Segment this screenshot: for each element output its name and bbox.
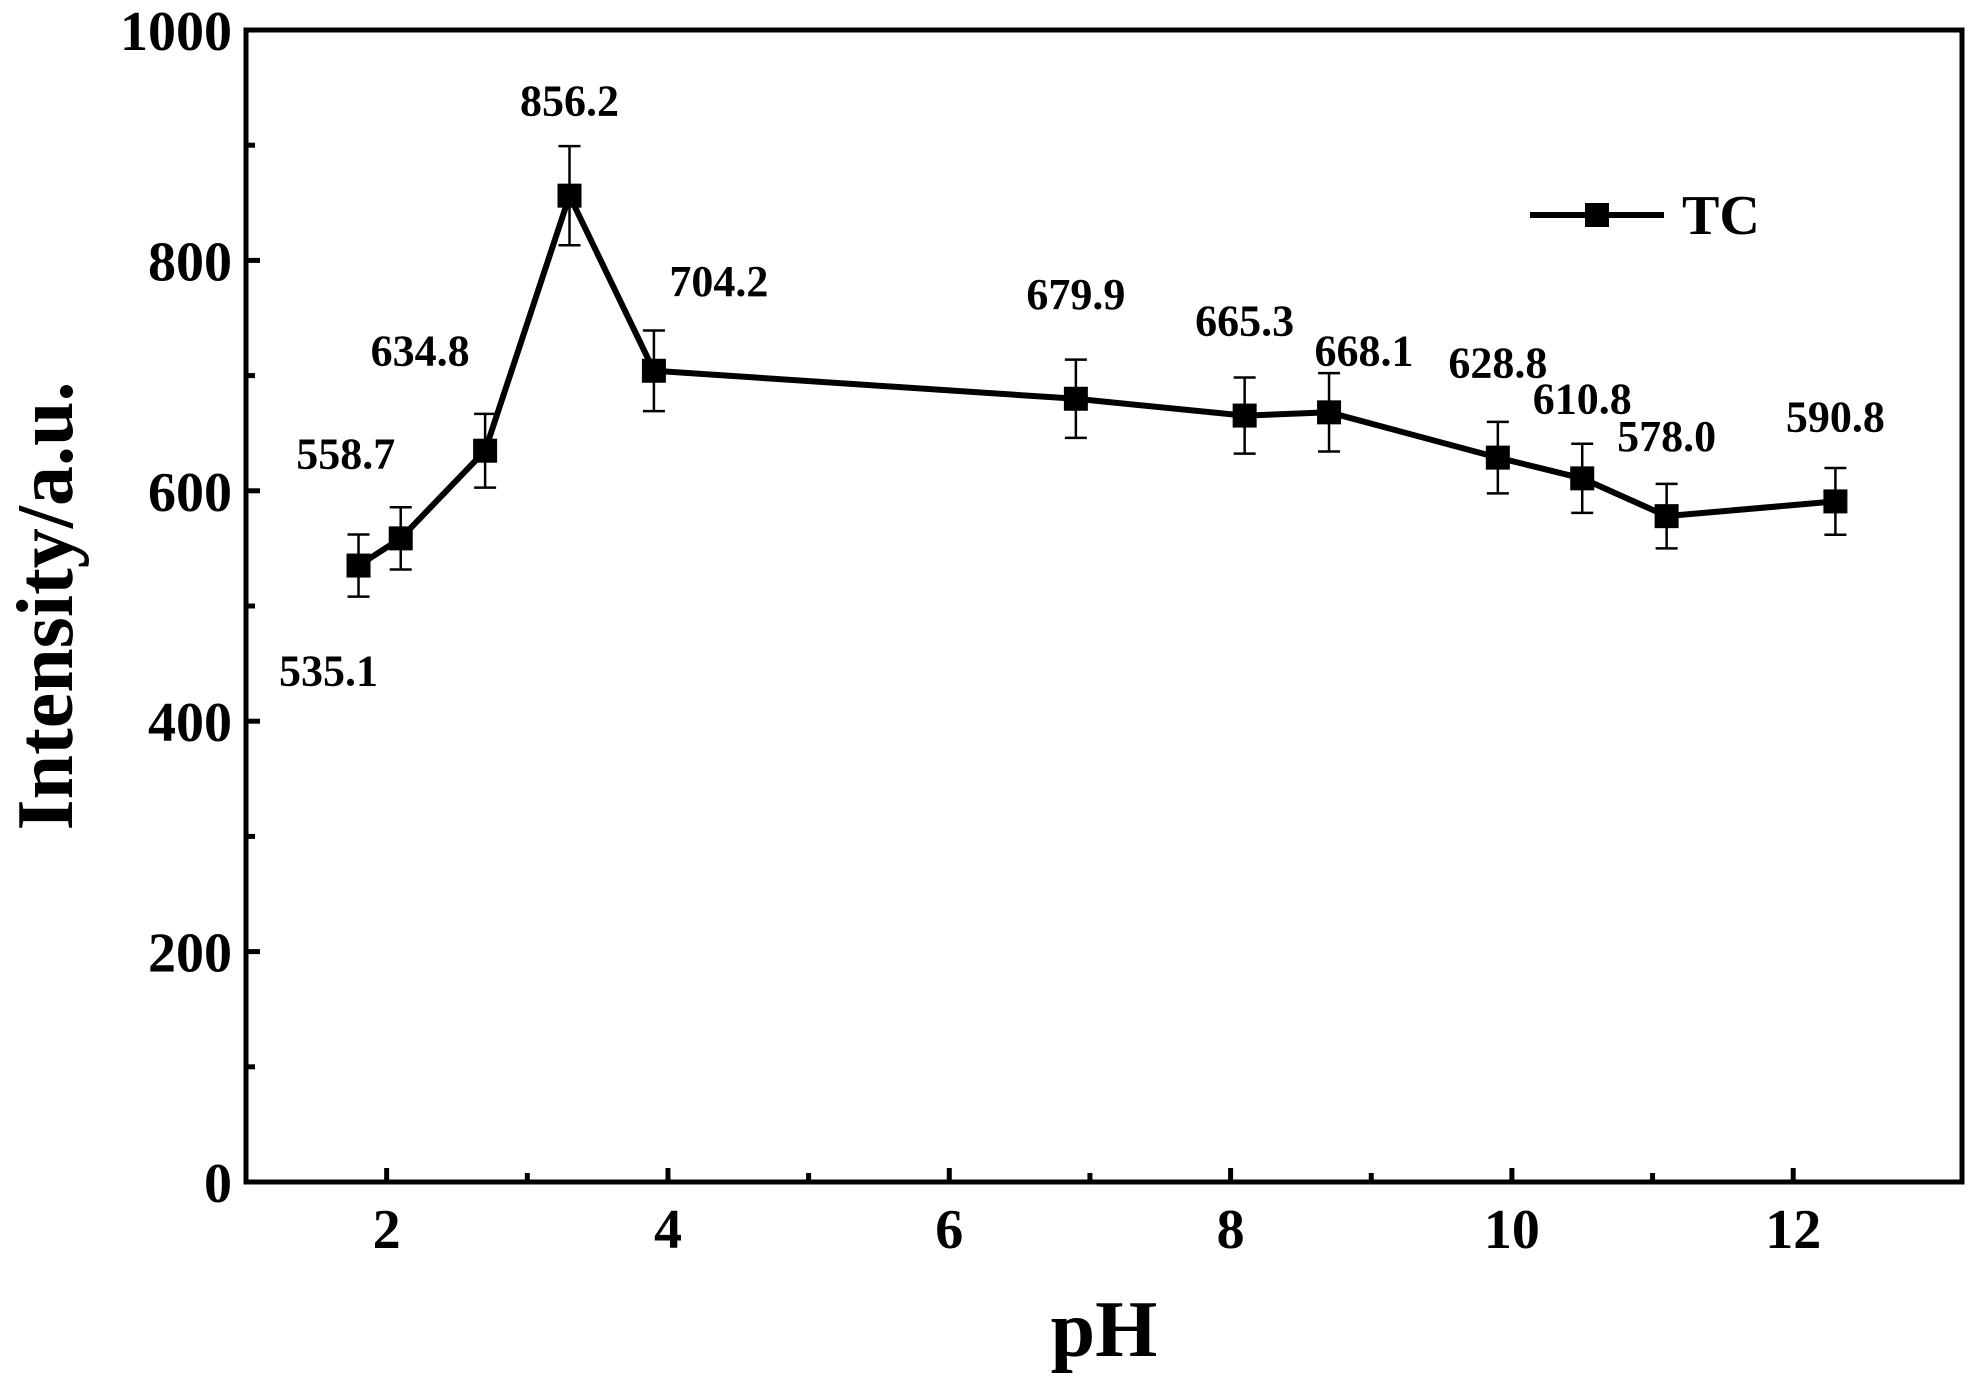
data-labels: 535.1 558.7 634.8 856.2 704.2 679.9 665.3 668.1… [279,77,1885,696]
x-tick-label: 6 [935,1199,963,1261]
series-line [356,187,1836,569]
data-point [1232,403,1257,428]
data-label: 679.9 [1026,270,1125,319]
x-tick-label: 10 [1484,1199,1540,1261]
y-tick-label: 800 [148,231,232,293]
y-tick-label: 200 [148,923,232,985]
legend: TC [1530,185,1760,247]
y-axis: 0 200 400 600 800 1000 [120,1,260,1215]
data-label: 590.8 [1786,392,1885,441]
data-point [1317,400,1342,425]
data-point [1823,489,1848,514]
x-tick-label: 2 [373,1199,401,1261]
data-point [473,438,498,463]
legend-label: TC [1682,185,1760,247]
data-label: 668.1 [1315,326,1414,375]
data-label: 628.8 [1448,339,1547,388]
data-point [1654,504,1679,529]
series-tc [346,144,1848,598]
x-tick-label: 4 [654,1199,682,1261]
data-point [1570,466,1595,491]
y-axis-title: Intensity/a.u. [2,382,90,831]
x-axis: 2 4 6 8 10 12 [373,1168,1821,1261]
data-label: 856.2 [520,77,619,126]
data-point [346,553,371,578]
data-label: 665.3 [1195,297,1294,346]
data-point [1485,445,1510,470]
x-tick-label: 12 [1765,1199,1821,1261]
y-tick-label: 1000 [120,1,232,63]
data-label: 578.0 [1617,412,1716,461]
data-point [388,526,413,551]
data-label: 704.2 [669,257,768,306]
y-tick-label: 0 [204,1153,232,1215]
x-tick-label: 8 [1217,1199,1245,1261]
data-point [557,183,582,208]
data-label: 634.8 [371,327,470,376]
data-label: 558.7 [296,429,395,478]
x-axis-title: pH [1051,1286,1158,1374]
y-tick-label: 400 [148,692,232,754]
data-label: 535.1 [279,647,378,696]
legend-marker [1585,203,1609,227]
y-tick-label: 600 [148,462,232,524]
data-point [1063,386,1088,411]
data-label: 610.8 [1533,374,1632,423]
data-point [641,358,666,383]
